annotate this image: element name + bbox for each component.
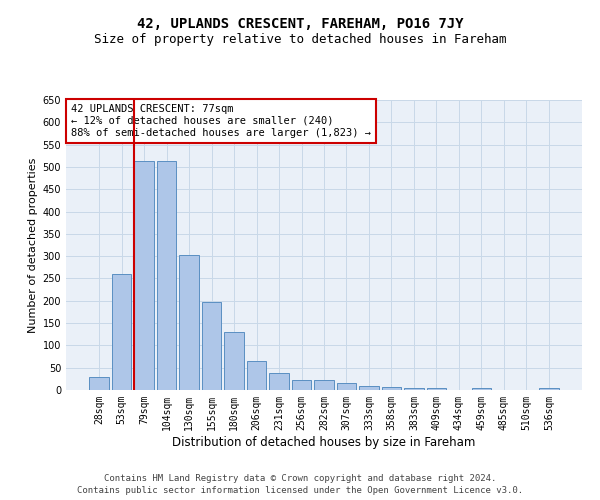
Bar: [314, 380, 334, 390]
X-axis label: Distribution of detached houses by size in Fareham: Distribution of detached houses by size …: [172, 436, 476, 448]
Bar: [359, 386, 379, 390]
Bar: [292, 380, 311, 390]
Y-axis label: Number of detached properties: Number of detached properties: [28, 158, 38, 332]
Bar: [427, 388, 446, 390]
Bar: [404, 388, 424, 390]
Text: Contains HM Land Registry data © Crown copyright and database right 2024.
Contai: Contains HM Land Registry data © Crown c…: [77, 474, 523, 495]
Bar: [269, 374, 289, 390]
Text: Size of property relative to detached houses in Fareham: Size of property relative to detached ho…: [94, 32, 506, 46]
Bar: [179, 255, 199, 390]
Bar: [472, 388, 491, 390]
Text: 42 UPLANDS CRESCENT: 77sqm
← 12% of detached houses are smaller (240)
88% of sem: 42 UPLANDS CRESCENT: 77sqm ← 12% of deta…: [71, 104, 371, 138]
Bar: [134, 161, 154, 390]
Bar: [89, 376, 109, 390]
Bar: [337, 384, 356, 390]
Bar: [157, 161, 176, 390]
Bar: [247, 361, 266, 390]
Text: 42, UPLANDS CRESCENT, FAREHAM, PO16 7JY: 42, UPLANDS CRESCENT, FAREHAM, PO16 7JY: [137, 18, 463, 32]
Bar: [224, 332, 244, 390]
Bar: [202, 302, 221, 390]
Bar: [539, 388, 559, 390]
Bar: [382, 387, 401, 390]
Bar: [112, 274, 131, 390]
